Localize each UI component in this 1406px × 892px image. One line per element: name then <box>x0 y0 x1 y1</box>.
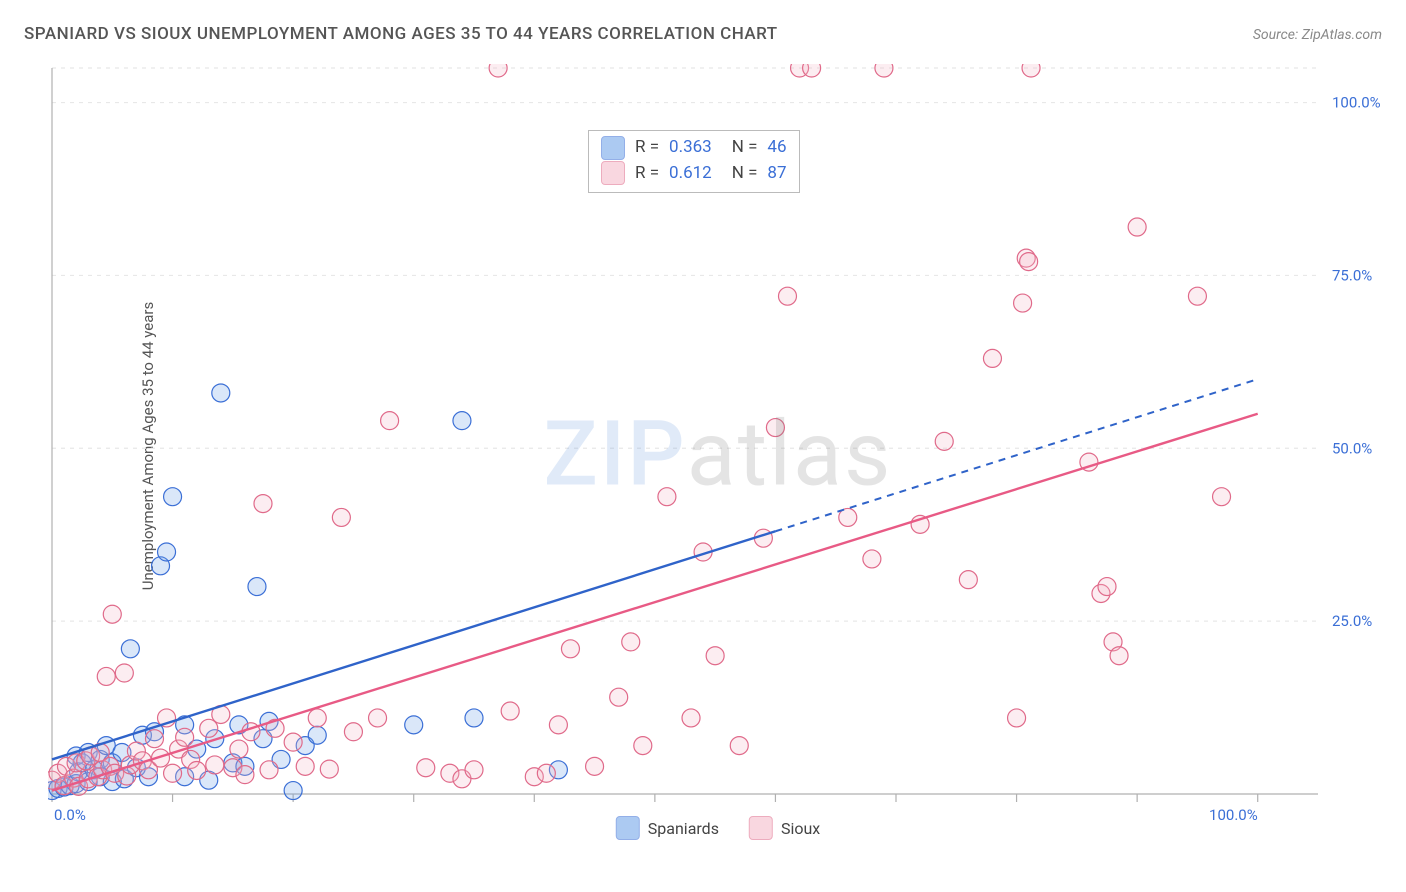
correlation-legend: R = 0.363 N = 46 R = 0.612 N = 87 <box>588 130 800 193</box>
y-tick-label: 100.0% <box>1332 94 1381 112</box>
scatter-point-sioux <box>561 640 579 658</box>
scatter-point-spaniards <box>212 384 230 402</box>
y-tick-label: 75.0% <box>1332 266 1372 284</box>
chart-title: SPANIARD VS SIOUX UNEMPLOYMENT AMONG AGE… <box>24 24 778 44</box>
scatter-point-sioux <box>706 647 724 665</box>
scatter-point-sioux <box>875 64 893 77</box>
correlation-row-sioux: R = 0.612 N = 87 <box>601 161 787 187</box>
n-label: N = <box>732 135 758 161</box>
y-tick-label: 25.0% <box>1332 612 1372 630</box>
series-legend: Spaniards Sioux <box>616 816 820 840</box>
scatter-point-sioux <box>983 349 1001 367</box>
scatter-point-sioux <box>260 761 278 779</box>
scatter-point-sioux <box>1213 488 1231 506</box>
scatter-point-sioux <box>935 432 953 450</box>
legend-swatch <box>601 161 625 185</box>
scatter-point-spaniards <box>405 716 423 734</box>
scatter-point-sioux <box>1022 64 1040 77</box>
legend-swatch <box>749 816 773 840</box>
scatter-point-sioux <box>164 764 182 782</box>
scatter-point-sioux <box>658 488 676 506</box>
n-label: N = <box>732 161 758 187</box>
scatter-point-sioux <box>1188 287 1206 305</box>
scatter-point-spaniards <box>465 709 483 727</box>
scatter-point-sioux <box>778 287 796 305</box>
scatter-point-sioux <box>465 761 483 779</box>
n-value: 87 <box>767 161 786 187</box>
scatter-point-sioux <box>381 412 399 430</box>
scatter-point-sioux <box>284 733 302 751</box>
legend-item-sioux: Sioux <box>749 816 820 840</box>
scatter-point-sioux <box>766 419 784 437</box>
scatter-point-sioux <box>308 709 326 727</box>
scatter-point-sioux <box>586 757 604 775</box>
plot-area: 0.0%100.0%25.0%50.0%75.0%100.0% ZIPatlas… <box>48 64 1388 844</box>
n-value: 46 <box>767 135 786 161</box>
scatter-point-sioux <box>610 688 628 706</box>
scatter-point-spaniards <box>248 578 266 596</box>
scatter-point-sioux <box>296 757 314 775</box>
scatter-point-spaniards <box>158 543 176 561</box>
scatter-point-sioux <box>863 550 881 568</box>
r-label: R = <box>635 135 659 161</box>
scatter-point-sioux <box>188 761 206 779</box>
scatter-point-spaniards <box>164 488 182 506</box>
legend-item-spaniards: Spaniards <box>616 816 719 840</box>
r-label: R = <box>635 161 659 187</box>
scatter-point-sioux <box>417 759 435 777</box>
x-tick-label: 0.0% <box>54 806 86 824</box>
r-value: 0.612 <box>669 161 712 187</box>
y-tick-label: 50.0% <box>1332 439 1372 457</box>
legend-label: Spaniards <box>648 819 719 838</box>
scatter-point-sioux <box>115 664 133 682</box>
scatter-point-sioux <box>959 571 977 589</box>
scatter-point-sioux <box>1098 578 1116 596</box>
scatter-point-sioux <box>236 766 254 784</box>
scatter-point-sioux <box>344 723 362 741</box>
scatter-point-sioux <box>320 760 338 778</box>
scatter-point-sioux <box>682 709 700 727</box>
scatter-point-sioux <box>501 702 519 720</box>
scatter-point-sioux <box>622 633 640 651</box>
scatter-point-sioux <box>549 716 567 734</box>
scatter-point-sioux <box>537 764 555 782</box>
legend-swatch <box>616 816 640 840</box>
scatter-point-sioux <box>103 605 121 623</box>
scatter-point-spaniards <box>453 412 471 430</box>
scatter-point-spaniards <box>308 726 326 744</box>
scatter-point-sioux <box>730 737 748 755</box>
chart-source: Source: ZipAtlas.com <box>1253 27 1382 43</box>
scatter-point-sioux <box>369 709 387 727</box>
scatter-point-sioux <box>1020 253 1038 271</box>
scatter-point-sioux <box>1008 709 1026 727</box>
trendline-sioux <box>52 414 1258 791</box>
x-tick-label: 100.0% <box>1209 806 1258 824</box>
scatter-point-sioux <box>176 728 194 746</box>
legend-label: Sioux <box>781 819 820 838</box>
scatter-point-sioux <box>230 740 248 758</box>
r-value: 0.363 <box>669 135 712 161</box>
scatter-point-spaniards <box>284 782 302 800</box>
scatter-point-sioux <box>1014 294 1032 312</box>
scatter-point-sioux <box>206 756 224 774</box>
scatter-point-sioux <box>1128 218 1146 236</box>
scatter-point-sioux <box>332 508 350 526</box>
scatter-point-sioux <box>489 64 507 77</box>
scatter-point-sioux <box>145 730 163 748</box>
scatter-point-sioux <box>254 495 272 513</box>
scatter-point-sioux <box>1110 647 1128 665</box>
scatter-point-sioux <box>97 667 115 685</box>
legend-swatch <box>601 136 625 160</box>
scatter-point-sioux <box>634 737 652 755</box>
correlation-row-spaniards: R = 0.363 N = 46 <box>601 135 787 161</box>
scatter-point-spaniards <box>121 640 139 658</box>
scatter-point-sioux <box>803 64 821 77</box>
